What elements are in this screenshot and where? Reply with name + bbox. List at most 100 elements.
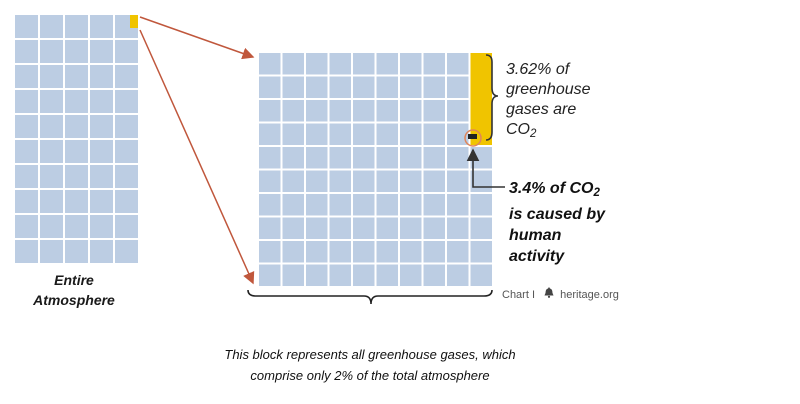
grid-cell xyxy=(115,190,138,213)
grid-cell xyxy=(376,53,398,75)
grid-cell xyxy=(306,123,328,145)
grid-cell xyxy=(65,140,88,163)
grid-cell xyxy=(90,190,113,213)
grid-cell xyxy=(400,217,422,239)
grid-cell xyxy=(447,194,469,216)
grid-cell xyxy=(65,240,88,263)
grid-cell xyxy=(470,241,492,263)
grid-cell xyxy=(259,217,281,239)
grid-cell xyxy=(259,241,281,263)
grid-cell xyxy=(447,147,469,169)
grid-cell xyxy=(65,65,88,88)
atmosphere-greenhouse-marker xyxy=(130,15,138,28)
grid-cell xyxy=(353,170,375,192)
human-co2-pointer xyxy=(466,148,505,188)
grid-cell xyxy=(40,15,63,38)
grid-cell xyxy=(353,100,375,122)
grid-cell xyxy=(423,217,445,239)
grid-cell xyxy=(90,65,113,88)
grid-cell xyxy=(306,53,328,75)
grid-cell xyxy=(376,147,398,169)
grid-cell xyxy=(447,170,469,192)
grid-cell xyxy=(329,194,351,216)
source-link: heritage.org xyxy=(560,289,619,301)
grid-cell xyxy=(90,165,113,188)
grid-cell xyxy=(423,76,445,98)
grid-cell xyxy=(423,53,445,75)
greenhouse-share-brace xyxy=(485,54,499,141)
grid-cell xyxy=(423,194,445,216)
grid-cell xyxy=(329,147,351,169)
human-co2-label: 3.4% of CO2 is caused by human activity xyxy=(509,180,606,265)
zoom-arrow-top xyxy=(139,16,255,60)
grid-cell xyxy=(15,15,38,38)
grid-cell xyxy=(90,40,113,63)
greenhouse-caption: This block represents all greenhouse gas… xyxy=(224,347,516,383)
grid-cell xyxy=(447,123,469,145)
grid-cell xyxy=(15,90,38,113)
grid-cell xyxy=(15,165,38,188)
grid-cell xyxy=(376,100,398,122)
grid-cell xyxy=(447,76,469,98)
grid-cell xyxy=(15,115,38,138)
grid-cell xyxy=(376,194,398,216)
liberty-bell-icon xyxy=(544,287,554,301)
zoom-arrow-bottom xyxy=(139,29,255,285)
grid-cell xyxy=(306,217,328,239)
grid-cell xyxy=(115,90,138,113)
grid-cell xyxy=(376,264,398,286)
grid-cell xyxy=(329,53,351,75)
grid-cell xyxy=(65,215,88,238)
human-co2-marker xyxy=(468,134,477,139)
grid-cell xyxy=(15,240,38,263)
grid-cell xyxy=(306,264,328,286)
grid-cell xyxy=(259,147,281,169)
grid-cell xyxy=(115,40,138,63)
grid-cell xyxy=(353,147,375,169)
grid-cell xyxy=(15,140,38,163)
grid-cell xyxy=(65,15,88,38)
chart-number: Chart I xyxy=(502,289,536,301)
grid-cell xyxy=(40,165,63,188)
grid-cell xyxy=(15,40,38,63)
grid-cell xyxy=(470,217,492,239)
grid-cell xyxy=(306,170,328,192)
grid-cell xyxy=(282,100,304,122)
grid-cell xyxy=(282,241,304,263)
grid-cell xyxy=(447,100,469,122)
grid-cell xyxy=(400,76,422,98)
grid-cell xyxy=(282,76,304,98)
grid-cell xyxy=(376,123,398,145)
grid-cell xyxy=(259,100,281,122)
grid-cell xyxy=(400,147,422,169)
grid-cell xyxy=(90,90,113,113)
grid-cell xyxy=(400,100,422,122)
grid-cell xyxy=(40,40,63,63)
grid-cell xyxy=(329,123,351,145)
grid-cell xyxy=(65,90,88,113)
grid-cell xyxy=(353,53,375,75)
grid-cell xyxy=(282,170,304,192)
grid-cell xyxy=(90,15,113,38)
grid-cell xyxy=(423,170,445,192)
grid-cell xyxy=(376,241,398,263)
grid-cell xyxy=(282,53,304,75)
greenhouse-block-brace xyxy=(247,289,493,305)
grid-cell xyxy=(90,140,113,163)
grid-cell xyxy=(447,264,469,286)
grid-cell xyxy=(400,241,422,263)
grid-cell xyxy=(353,217,375,239)
grid-cell xyxy=(400,264,422,286)
grid-cell xyxy=(15,65,38,88)
grid-cell xyxy=(400,170,422,192)
grid-cell xyxy=(306,76,328,98)
grid-cell xyxy=(115,65,138,88)
grid-cell xyxy=(376,170,398,192)
grid-cell xyxy=(400,123,422,145)
grid-cell xyxy=(353,76,375,98)
greenhouse-grid xyxy=(258,52,493,287)
grid-cell xyxy=(282,123,304,145)
grid-cell xyxy=(40,140,63,163)
grid-cell xyxy=(40,115,63,138)
human-co2-highlight-ring xyxy=(464,129,482,147)
